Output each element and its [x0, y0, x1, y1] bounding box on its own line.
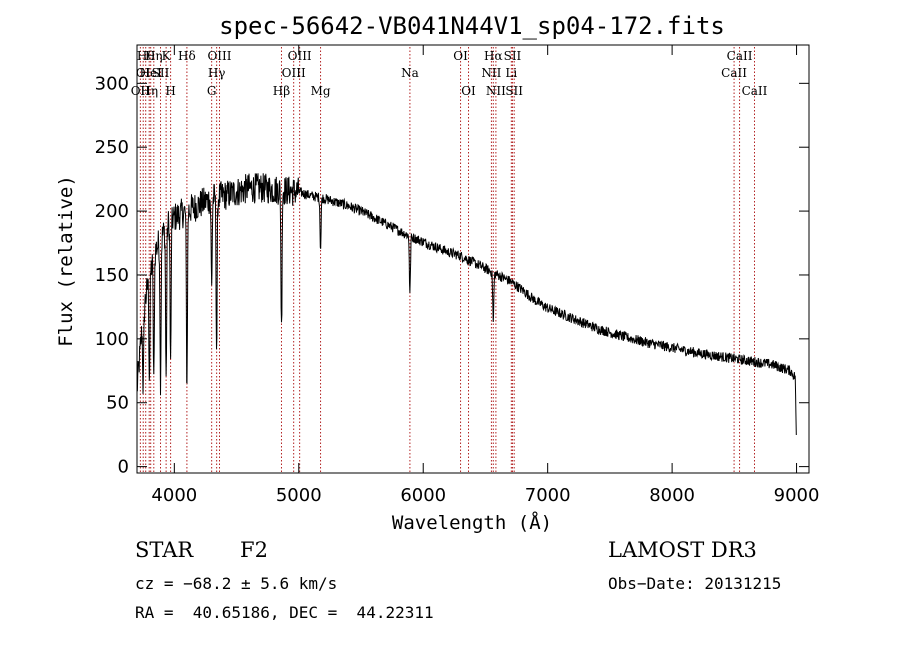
- spectral-line-label: SII: [504, 49, 522, 63]
- chart-title: spec-56642-VB041N44V1_sp04-172.fits: [219, 12, 725, 40]
- y-tick-label: 50: [106, 393, 129, 414]
- object-class: STAR: [135, 538, 194, 562]
- object-subclass: F2: [240, 538, 268, 562]
- spectral-line-label: Mg: [311, 84, 331, 98]
- y-tick-label: 100: [95, 329, 129, 350]
- spectral-line-label: Hδ: [178, 49, 196, 63]
- spectral-line-label: CaII: [721, 66, 747, 80]
- y-axis-ticks: 0 50 100 150 200 250 300: [95, 73, 809, 478]
- spectral-line-labels: OIIOIHθHηHeIHηSIIKHHδGHγOIIIHβOIIIOIIIMg…: [131, 49, 768, 98]
- x-axis-ticks: 4000 5000 6000 7000 8000 9000: [151, 45, 819, 506]
- spectral-line-label: H: [165, 84, 175, 98]
- spectral-line-label: HeI: [140, 66, 163, 80]
- x-tick-label: 4000: [151, 485, 197, 506]
- spectral-line-label: OII: [131, 84, 151, 98]
- y-axis-label: Flux (relative): [55, 175, 77, 347]
- obs-date: Obs−Date: 20131215: [608, 574, 782, 593]
- spectral-line-label: Hη: [145, 49, 163, 63]
- survey-name: LAMOST DR3: [608, 538, 757, 562]
- spectral-line-label: SII: [152, 66, 170, 80]
- spectral-line-label: CaII: [727, 49, 753, 63]
- spectral-line-label: Hβ: [273, 84, 290, 98]
- spectral-line-label: Hη: [140, 84, 158, 98]
- y-tick-label: 150: [95, 265, 129, 286]
- x-tick-label: 7000: [525, 485, 571, 506]
- spectral-line-label: NII: [481, 66, 501, 80]
- spectral-line-label: Li: [505, 66, 517, 80]
- spectral-line-label: OI: [136, 66, 151, 80]
- spectral-line-label: Hα: [484, 49, 503, 63]
- x-tick-label: 8000: [649, 485, 695, 506]
- y-tick-label: 250: [95, 137, 129, 158]
- y-tick-label: 200: [95, 201, 129, 222]
- redshift-cz: cz = −68.2 ± 5.6 km/s: [135, 574, 338, 593]
- spectral-line-label: G: [207, 84, 217, 98]
- spectral-line-label: Hγ: [208, 66, 226, 80]
- spectral-line-label: Na: [401, 66, 419, 80]
- spectral-line-label: OIII: [282, 66, 306, 80]
- spectral-line-label: OI: [461, 84, 476, 98]
- spectral-line-label: SII: [505, 84, 523, 98]
- x-axis-label: Wavelength (Å): [392, 511, 552, 534]
- plot-frame: [136, 44, 810, 474]
- spectral-line-label: OIII: [207, 49, 231, 63]
- spectral-line-label: CaII: [742, 84, 768, 98]
- spectral-line-label: OIII: [288, 49, 312, 63]
- spectral-line-label: Hθ: [137, 49, 155, 63]
- y-tick-label: 0: [118, 457, 129, 478]
- x-tick-label: 9000: [774, 485, 820, 506]
- y-tick-label: 300: [95, 73, 129, 94]
- spectral-line-markers: [139, 47, 755, 473]
- x-tick-label: 6000: [400, 485, 446, 506]
- x-tick-label: 5000: [276, 485, 322, 506]
- spectral-line-label: K: [162, 49, 172, 63]
- spectral-line-label: OI: [453, 49, 468, 63]
- spectrum-line: [136, 173, 797, 436]
- spectral-line-label: NII: [486, 84, 506, 98]
- ra-dec: RA = 40.65186, DEC = 44.22311: [135, 603, 434, 622]
